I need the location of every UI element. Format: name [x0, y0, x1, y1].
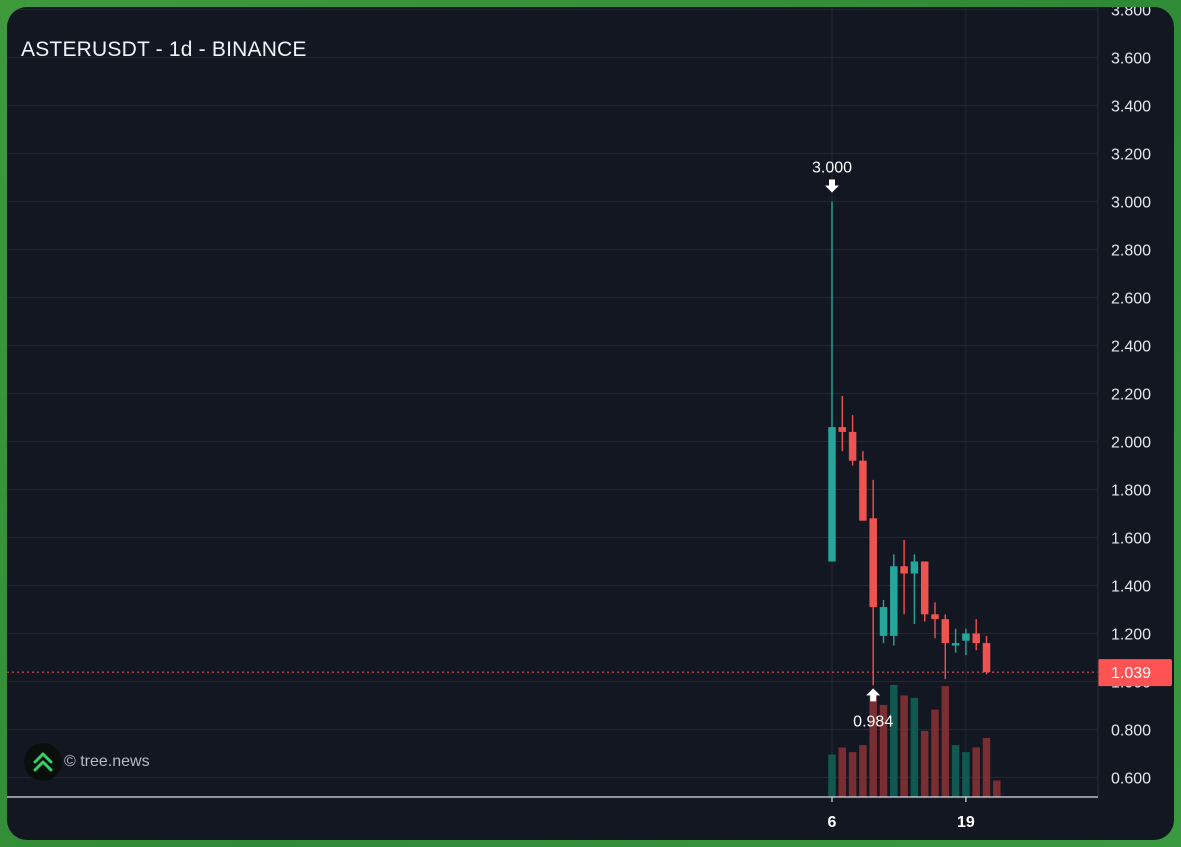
tree-news-logo-icon	[24, 743, 62, 781]
candle[interactable]	[941, 614, 950, 680]
volume-bar	[910, 697, 919, 797]
y-tick-label: 0.800	[1111, 723, 1151, 740]
candle[interactable]	[879, 599, 888, 644]
volume-bar	[838, 747, 847, 797]
y-tick-label: 2.000	[1111, 435, 1151, 452]
y-tick-label: 2.600	[1111, 291, 1151, 308]
volume-bar	[941, 686, 950, 797]
y-tick-label: 1.200	[1111, 627, 1151, 644]
candle-body	[951, 643, 960, 646]
y-tick-label: 3.400	[1111, 99, 1151, 116]
candle-body	[941, 619, 950, 644]
low-annotation: 0.984	[853, 688, 893, 730]
candle-body	[972, 633, 980, 644]
volume-bar	[962, 752, 970, 797]
volume-bars	[828, 684, 1001, 797]
grid-lines	[7, 7, 1098, 797]
candle-body	[859, 460, 867, 521]
watermark: © tree.news	[24, 742, 150, 782]
candle[interactable]	[828, 201, 836, 562]
candle[interactable]	[859, 451, 867, 521]
y-tick-label: 1.800	[1111, 483, 1151, 500]
y-axis: 3.800 3.600 3.400 3.200 3.000 2.800 2.600 2.400…	[1111, 7, 1151, 788]
y-tick-label: 2.400	[1111, 339, 1151, 356]
candle[interactable]	[931, 602, 939, 639]
y-tick-label: 3.800	[1111, 7, 1151, 20]
candle[interactable]	[920, 561, 929, 622]
high-annotation: 3.000	[812, 160, 852, 193]
candle-body	[931, 614, 939, 620]
candle[interactable]	[951, 628, 960, 653]
y-tick-label: 3.200	[1111, 147, 1151, 164]
y-tick-label: 2.200	[1111, 387, 1151, 404]
candle-body	[982, 643, 991, 673]
volume-bar	[869, 693, 877, 797]
volume-bar	[848, 752, 857, 797]
y-tick-label: 1.400	[1111, 579, 1151, 596]
candle-body	[879, 607, 888, 636]
volume-bar	[982, 738, 991, 797]
y-tick-label: 3.000	[1111, 195, 1151, 212]
x-axis: 6 19	[828, 797, 975, 831]
candle[interactable]	[982, 635, 991, 675]
volume-bar	[931, 709, 939, 797]
volume-bar	[890, 684, 898, 797]
y-tick-label: 2.800	[1111, 243, 1151, 260]
candle-body	[920, 561, 929, 615]
candle[interactable]	[848, 415, 857, 466]
chart-panel: 3.800 3.600 3.400 3.200 3.000 2.800 2.600 2.400…	[7, 7, 1174, 840]
up-arrow-icon	[866, 688, 881, 702]
candles	[828, 201, 991, 686]
candle-body	[962, 633, 970, 641]
volume-bar	[900, 695, 908, 797]
candle[interactable]	[962, 628, 970, 656]
y-tick-label: 3.600	[1111, 51, 1151, 68]
y-tick-label: 0.600	[1111, 771, 1151, 788]
candle[interactable]	[838, 395, 847, 452]
volume-bar	[993, 780, 1001, 797]
x-tick-label: 6	[828, 814, 837, 831]
volume-bar	[972, 747, 980, 797]
volume-bar	[859, 745, 867, 797]
last-price-badge	[1098, 659, 1172, 687]
candle[interactable]	[890, 554, 898, 646]
candlestick-chart[interactable]: 3.800 3.600 3.400 3.200 3.000 2.800 2.600 2.400…	[7, 7, 1174, 840]
volume-bar	[951, 745, 960, 797]
candle-body	[848, 431, 857, 461]
high-label: 3.000	[812, 160, 852, 177]
x-tick-label: 19	[957, 814, 975, 831]
low-label: 0.984	[853, 713, 893, 730]
volume-bar	[828, 754, 836, 797]
y-tick-label: 1.600	[1111, 531, 1151, 548]
candle[interactable]	[900, 539, 908, 615]
candle-body	[890, 566, 898, 636]
last-price-label: 1.039	[1111, 665, 1151, 682]
candle-body	[828, 427, 836, 562]
watermark-text: © tree.news	[64, 753, 150, 770]
volume-bar	[879, 704, 888, 797]
candle-body	[910, 561, 919, 574]
candle[interactable]	[910, 554, 919, 624]
down-arrow-icon	[825, 179, 839, 193]
candle-body	[900, 566, 908, 574]
candle-body	[869, 518, 877, 608]
candle[interactable]	[869, 479, 877, 686]
candle-body	[838, 427, 847, 432]
chart-title: ASTERUSDT - 1d - BINANCE	[21, 38, 307, 61]
candle[interactable]	[972, 619, 980, 651]
volume-bar	[920, 730, 929, 797]
